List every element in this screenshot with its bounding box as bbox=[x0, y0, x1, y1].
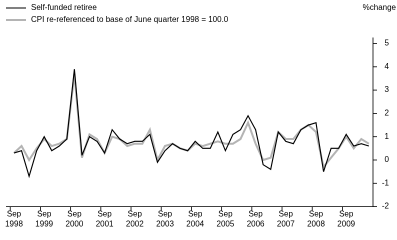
y-tick-label: 5 bbox=[385, 39, 390, 48]
x-tick-label: Sep 2003 bbox=[156, 210, 174, 227]
x-tick-label-line: 1999 bbox=[35, 220, 53, 227]
x-tick-label-line: 2001 bbox=[96, 220, 114, 227]
x-tick-label: Sep 2005 bbox=[217, 210, 235, 227]
x-tick-label: Sep 2009 bbox=[337, 210, 355, 227]
x-tick-label: Sep 2000 bbox=[66, 210, 84, 227]
x-tick-label-line: Sep bbox=[248, 210, 263, 219]
x-tick-label-line: Sep bbox=[37, 210, 52, 219]
x-tick-label-line: 2000 bbox=[66, 220, 84, 227]
y-axis-label: %change bbox=[363, 3, 397, 12]
x-tick-label-line: Sep bbox=[339, 210, 354, 219]
x-tick-label-line: Sep bbox=[309, 210, 324, 219]
x-tick-label-line: 2004 bbox=[186, 220, 204, 227]
x-tick-label-line: 1998 bbox=[5, 220, 23, 227]
series-line bbox=[13, 69, 370, 179]
y-tick-label: -2 bbox=[382, 202, 390, 211]
x-tick-label: Sep 2001 bbox=[96, 210, 114, 227]
y-tick-label: 1 bbox=[385, 132, 390, 141]
legend-label: Self-funded retiree bbox=[31, 3, 97, 12]
legend-label: CPI re-referenced to base of June quarte… bbox=[31, 15, 229, 24]
x-tick-label: Sep 2004 bbox=[186, 210, 204, 227]
y-tick-label: 3 bbox=[385, 85, 390, 94]
x-tick-label-line: Sep bbox=[97, 210, 112, 219]
y-tick-label: 0 bbox=[385, 155, 390, 164]
series-line bbox=[13, 73, 370, 170]
x-tick-label-line: Sep bbox=[7, 210, 22, 219]
y-tick-label: 4 bbox=[385, 62, 390, 71]
y-tick-label: -1 bbox=[382, 178, 390, 187]
x-tick-label-line: Sep bbox=[188, 210, 203, 219]
x-tick-label: Sep 2008 bbox=[307, 210, 325, 227]
x-tick-label-line: Sep bbox=[279, 210, 294, 219]
x-tick-label: Sep 1998 bbox=[5, 210, 23, 227]
x-tick-label: Sep 2007 bbox=[277, 210, 295, 227]
x-tick-label: Sep 2006 bbox=[247, 210, 265, 227]
x-tick-label-line: 2009 bbox=[337, 220, 355, 227]
x-tick-label-line: Sep bbox=[218, 210, 233, 219]
x-tick-label: Sep 1999 bbox=[35, 210, 53, 227]
x-tick-label-line: Sep bbox=[128, 210, 143, 219]
y-tick-label: 2 bbox=[385, 109, 390, 118]
x-tick-label-line: 2008 bbox=[307, 220, 325, 227]
x-tick-label-line: 2006 bbox=[247, 220, 265, 227]
x-tick-label-line: 2003 bbox=[156, 220, 174, 227]
x-tick-label-line: 2007 bbox=[277, 220, 295, 227]
x-tick-label-line: Sep bbox=[67, 210, 82, 219]
x-tick-label-line: Sep bbox=[158, 210, 173, 219]
x-tick-label-line: 2005 bbox=[217, 220, 235, 227]
x-tick-label: Sep 2002 bbox=[126, 210, 144, 227]
x-tick-label-line: 2002 bbox=[126, 220, 144, 227]
